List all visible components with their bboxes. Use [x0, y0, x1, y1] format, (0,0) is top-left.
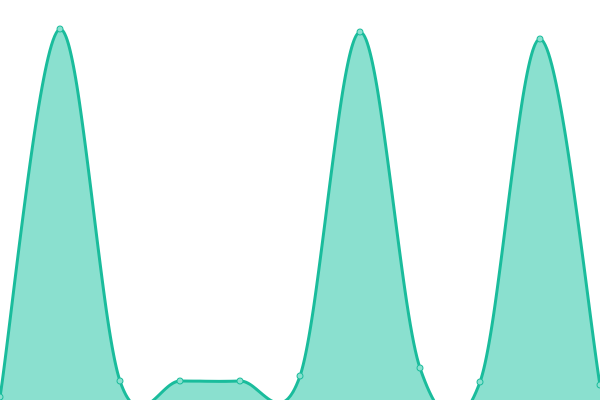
data-point-7	[416, 364, 424, 372]
data-points	[0, 25, 600, 400]
data-point-9	[536, 35, 544, 43]
data-point-5	[296, 372, 304, 380]
data-point-8	[476, 378, 484, 386]
data-point-3	[176, 377, 184, 385]
data-point-2	[116, 377, 124, 385]
area-fill	[0, 28, 600, 400]
data-point-10	[596, 381, 600, 389]
data-point-4	[236, 377, 244, 385]
data-point-1	[56, 25, 64, 33]
data-point-0	[0, 393, 4, 400]
series-line	[0, 27, 600, 400]
data-point-6	[356, 28, 364, 36]
